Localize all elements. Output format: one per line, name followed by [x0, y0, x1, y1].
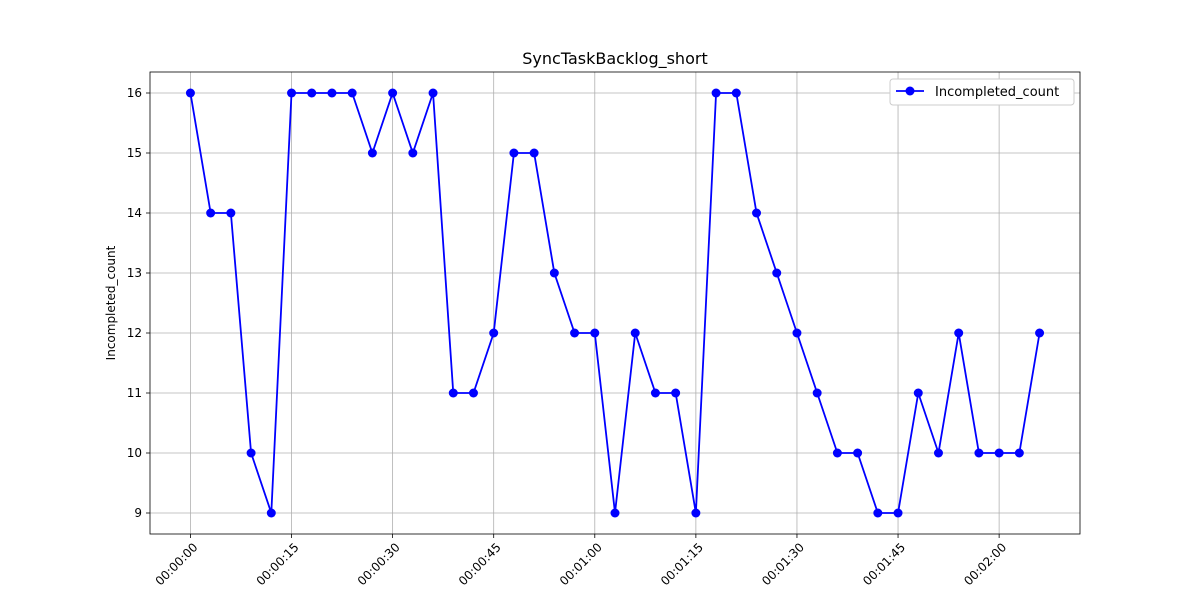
data-point: [994, 448, 1004, 458]
data-point: [206, 208, 216, 218]
data-point: [590, 328, 600, 338]
x-tick-label: 00:01:45: [860, 540, 908, 588]
legend-marker: [905, 86, 915, 96]
data-point: [266, 508, 276, 518]
data-point: [185, 88, 195, 98]
data-point: [752, 208, 762, 218]
x-tick-label: 00:01:15: [658, 540, 706, 588]
x-tick-label: 00:00:15: [254, 540, 302, 588]
x-tick-label: 00:01:00: [557, 540, 605, 588]
y-tick-label: 9: [134, 506, 142, 520]
data-point: [367, 148, 377, 158]
data-point: [630, 328, 640, 338]
data-point: [529, 148, 539, 158]
y-tick-label: 10: [127, 446, 142, 460]
legend-box: [889, 78, 1075, 106]
y-tick-label: 13: [127, 266, 142, 280]
grid: [150, 72, 1080, 534]
data-point: [954, 328, 964, 338]
chart-title: SyncTaskBacklog_short: [522, 49, 707, 69]
data-point: [468, 388, 478, 398]
series-line: [189, 90, 1041, 514]
data-point: [287, 88, 297, 98]
legend-label: Incompleted_count: [935, 85, 1059, 100]
data-point: [388, 88, 398, 98]
data-point: [489, 328, 499, 338]
data-point: [1014, 448, 1024, 458]
y-tick-label: 14: [127, 206, 142, 220]
data-point: [327, 88, 337, 98]
plot-frame: [149, 71, 1081, 535]
y-tick-label: 15: [127, 146, 142, 160]
data-point: [246, 448, 256, 458]
x-tick-label: 00:00:45: [456, 540, 504, 588]
data-point: [448, 388, 458, 398]
y-axis: 9 10 11 12 13 14 15 16: [127, 86, 150, 520]
data-point: [792, 328, 802, 338]
data-point: [873, 508, 883, 518]
data-point: [772, 268, 782, 278]
y-tick-label: 16: [127, 86, 142, 100]
legend: Incompleted_count: [889, 78, 1075, 106]
data-point: [812, 388, 822, 398]
data-point: [509, 148, 519, 158]
data-point: [711, 88, 721, 98]
data-point: [650, 388, 660, 398]
data-point: [408, 148, 418, 158]
data-point: [428, 88, 438, 98]
data-point: [853, 448, 863, 458]
x-tick-label: 00:02:00: [961, 540, 1009, 588]
data-point: [671, 388, 681, 398]
data-point: [570, 328, 580, 338]
data-point: [974, 448, 984, 458]
data-point: [1035, 328, 1045, 338]
data-point: [347, 88, 357, 98]
data-point: [226, 208, 236, 218]
data-point: [691, 508, 701, 518]
x-tick-label: 00:00:30: [355, 540, 403, 588]
data-point: [307, 88, 317, 98]
data-point: [731, 88, 741, 98]
y-axis-label: Incompleted_count: [104, 245, 118, 360]
data-point: [913, 388, 923, 398]
series-layer: [185, 88, 1045, 518]
y-tick-label: 12: [127, 326, 142, 340]
x-tick-label: 00:00:00: [153, 540, 201, 588]
x-tick-label: 00:01:30: [759, 540, 807, 588]
x-axis: 00:00:00 00:00:15 00:00:30 00:00:45 00:01:00…: [153, 534, 1009, 588]
data-point: [832, 448, 842, 458]
data-point: [893, 508, 903, 518]
data-point: [933, 448, 943, 458]
y-tick-label: 11: [127, 386, 142, 400]
data-point: [549, 268, 559, 278]
data-point: [610, 508, 620, 518]
